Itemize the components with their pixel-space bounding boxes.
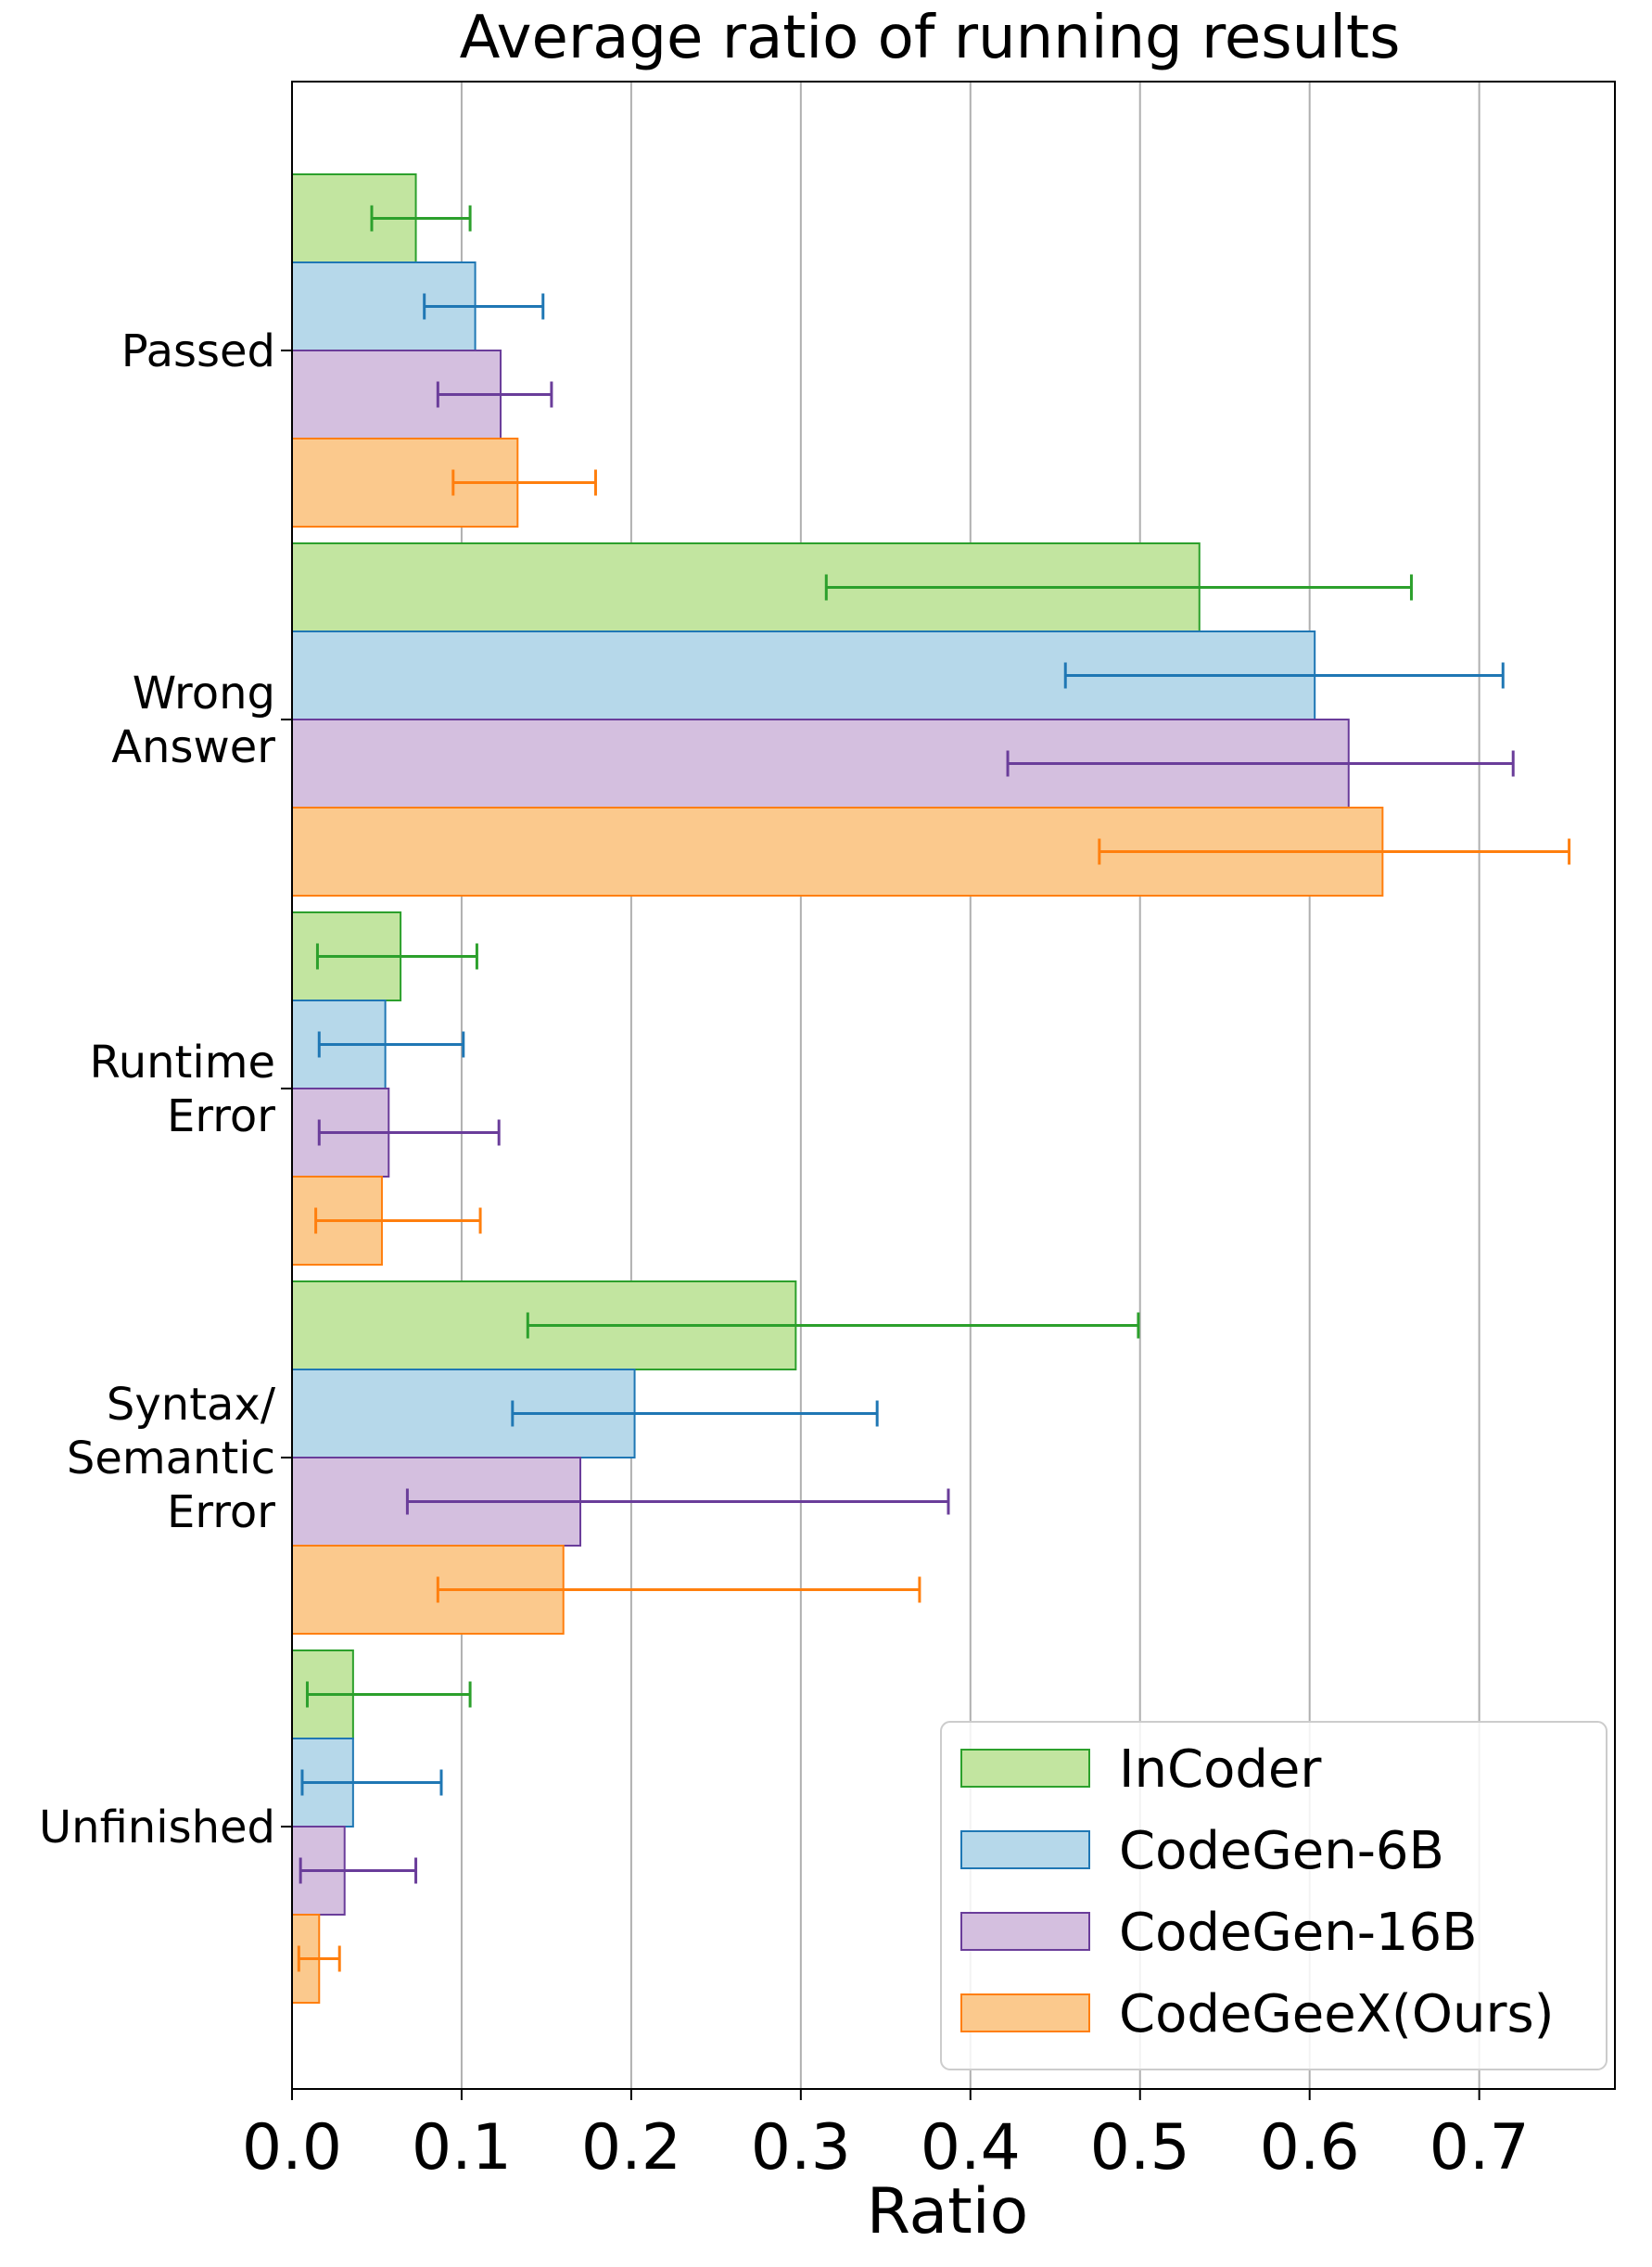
x-tick-label: 0.2 (581, 2111, 681, 2184)
error-bar (370, 205, 472, 232)
error-bar (451, 469, 597, 496)
y-category-label: Error (167, 1486, 275, 1538)
chart-title: Average ratio of running results (460, 4, 1401, 72)
x-tick-label: 0.6 (1260, 2111, 1360, 2184)
error-bars-group (297, 205, 1571, 1972)
legend-swatch (960, 1830, 1090, 1869)
legend-swatch (960, 1749, 1090, 1788)
error-bar (300, 1769, 443, 1796)
y-category-label: Unfinished (39, 1802, 275, 1853)
x-tick-label: 0.3 (751, 2111, 851, 2184)
x-tick-label: 0.7 (1430, 2111, 1530, 2184)
y-category-label: Answer (111, 721, 275, 773)
error-bar (436, 381, 553, 408)
error-bar (297, 1945, 341, 1972)
legend-label: CodeGen-6B (1119, 1821, 1444, 1881)
error-bar (1098, 838, 1571, 865)
x-axis-ticks: 0.0 0.1 0.2 0.3 0.4 0.5 0.6 0.7 (242, 2089, 1530, 2184)
legend-box (940, 1721, 1608, 2070)
error-bar (1063, 662, 1505, 689)
y-category-label: Wrong (133, 668, 275, 720)
y-category-label: Semantic (67, 1433, 275, 1484)
error-bar (317, 1119, 501, 1146)
error-bar (305, 1681, 472, 1708)
error-bar (315, 943, 478, 970)
error-bar (526, 1312, 1140, 1339)
y-category-label: Runtime (90, 1037, 275, 1089)
y-category-label: Passed (121, 325, 275, 377)
error-bar (423, 293, 545, 320)
y-category-label: Syntax/ (107, 1379, 276, 1431)
error-bar (405, 1488, 950, 1515)
plot-frame (291, 81, 1616, 2090)
error-bar (299, 1857, 418, 1884)
error-bar (824, 574, 1413, 601)
legend-label: CodeGeeX(Ours) (1119, 1984, 1555, 2044)
legend-label: CodeGen-16B (1119, 1903, 1478, 1963)
error-bar (511, 1400, 879, 1427)
x-tick-label: 0.0 (242, 2111, 342, 2184)
x-tick-label: 0.4 (921, 2111, 1021, 2184)
error-bar (1006, 750, 1515, 777)
x-tick-label: 0.1 (412, 2111, 512, 2184)
error-bar (436, 1576, 921, 1603)
legend: InCoder CodeGen-6B CodeGen-16B CodeGeeX(Our… (940, 1721, 1608, 2070)
grid-lines (460, 82, 1480, 2089)
legend-swatch (960, 1993, 1090, 2032)
y-category-label: Error (167, 1090, 275, 1142)
legend-label: InCoder (1119, 1739, 1322, 1800)
x-axis-label: Ratio (867, 2175, 1029, 2248)
legend-swatch (960, 1912, 1090, 1951)
error-bar (314, 1207, 482, 1234)
x-tick-label: 0.5 (1090, 2111, 1190, 2184)
y-axis-categories: PassedWrongAnswerRuntimeErrorSyntax/Sema… (39, 325, 292, 1853)
error-bar (317, 1031, 465, 1058)
